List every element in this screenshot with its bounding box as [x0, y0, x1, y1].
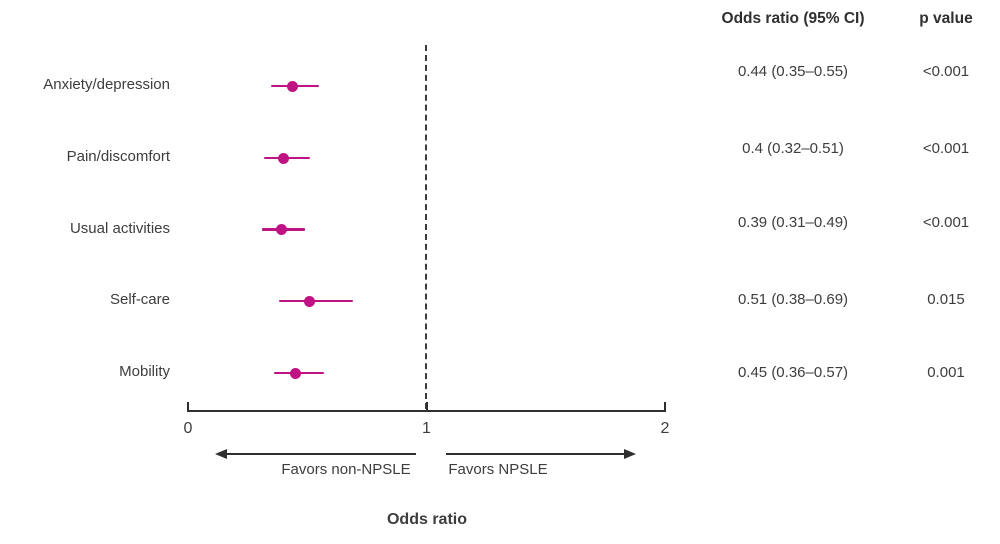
p-value: <0.001	[922, 140, 970, 157]
x-axis-tick-label: 0	[183, 420, 193, 437]
x-axis-title: Odds ratio	[386, 511, 467, 528]
point-estimate-marker	[277, 152, 289, 164]
row-label: Pain/discomfort	[66, 148, 170, 165]
p-value: 0.015	[927, 291, 965, 308]
odds-ratio-value: 0.44 (0.35–0.55)	[737, 63, 849, 80]
point-estimate-marker	[275, 224, 287, 235]
x-axis-tick-label: 2	[660, 420, 670, 437]
p-value-column-header: p value	[919, 10, 973, 27]
x-axis-tick	[425, 402, 428, 412]
favors-left-arrow-line	[226, 453, 416, 455]
row-label: Usual activities	[69, 219, 170, 237]
favors-left-arrow-head	[215, 448, 227, 459]
favors-right-arrow-line	[446, 453, 624, 455]
row-label: Self-care	[109, 291, 170, 308]
odds-ratio-value: 0.45 (0.36–0.57)	[737, 364, 849, 381]
x-axis-tick-label: 1	[422, 420, 431, 437]
odds-ratio-value: 0.4 (0.32–0.51)	[742, 140, 844, 157]
favors-npsle-label: Favors NPSLE	[448, 461, 548, 478]
p-value: <0.001	[922, 214, 970, 231]
point-estimate-marker	[289, 367, 301, 379]
odds-ratio-value: 0.39 (0.31–0.49)	[737, 214, 849, 231]
reference-line	[424, 45, 427, 409]
odds-ratio-column-header: Odds ratio (95% CI)	[721, 10, 865, 27]
row-label: Anxiety/depression	[43, 76, 170, 93]
odds-ratio-value: 0.51 (0.38–0.69)	[737, 291, 849, 308]
ci-whisker	[278, 299, 353, 303]
p-value: 0.001	[927, 364, 965, 381]
x-axis-tick	[664, 402, 666, 412]
p-value: <0.001	[922, 63, 970, 80]
point-estimate-marker	[287, 80, 299, 92]
favors-right-arrow-head	[624, 448, 636, 459]
row-label: Mobility	[119, 363, 170, 380]
favors-non-npsle-label: Favors non-NPSLE	[281, 461, 411, 478]
point-estimate-marker	[304, 295, 316, 307]
x-axis-tick	[187, 402, 189, 412]
